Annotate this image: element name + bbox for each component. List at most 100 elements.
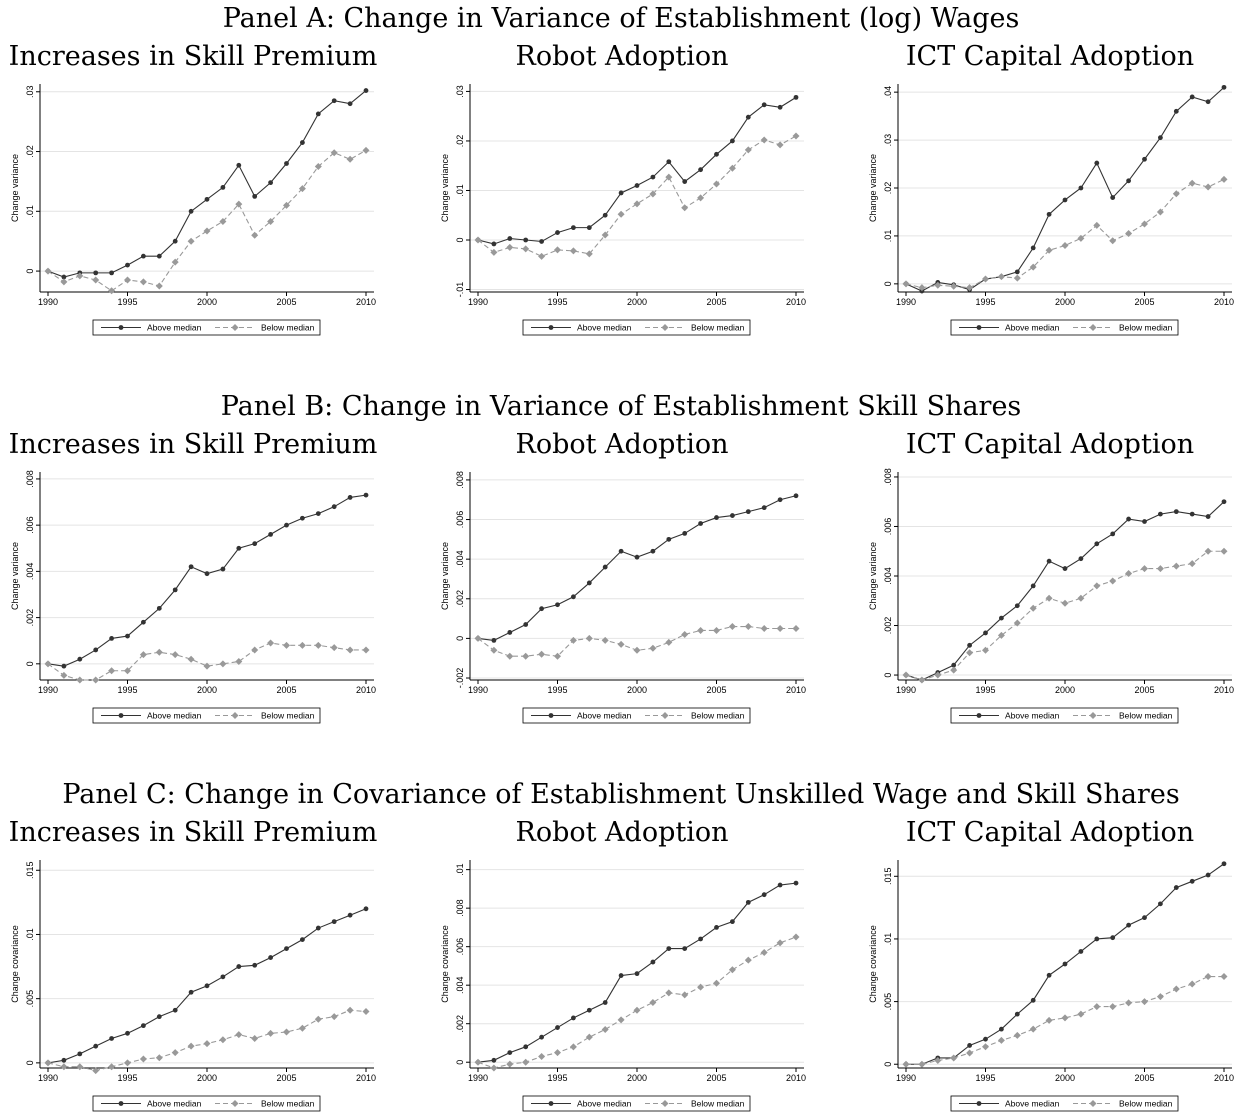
marker — [76, 272, 84, 280]
marker — [283, 1028, 290, 1036]
chart-title: Increases in Skill Premium — [9, 41, 378, 72]
marker — [1142, 156, 1147, 162]
legend-marker — [661, 1100, 669, 1107]
marker — [346, 155, 354, 163]
marker — [203, 227, 211, 235]
x-tick-label: 2010 — [356, 685, 376, 695]
legend-marker — [118, 325, 124, 330]
marker — [983, 1036, 988, 1042]
series-line — [47, 149, 367, 292]
y-tick-label: 0 — [25, 1060, 35, 1065]
legend-box — [522, 319, 751, 336]
marker — [108, 1063, 116, 1071]
marker — [618, 548, 624, 554]
y-axis-label: Change covariance — [10, 925, 20, 1003]
x-tick-label: 2000 — [627, 1073, 647, 1083]
legend-box — [950, 707, 1179, 724]
marker — [1110, 531, 1116, 537]
marker — [314, 162, 322, 170]
marker — [617, 210, 625, 218]
legend-marker — [1089, 712, 1097, 719]
marker — [267, 639, 275, 647]
marker — [139, 651, 147, 659]
marker — [650, 174, 656, 180]
marker — [697, 983, 705, 991]
legend-label: Above median — [147, 711, 202, 721]
marker — [761, 892, 767, 898]
y-tick-label: 0 — [455, 1060, 465, 1065]
x-tick-label: 1995 — [117, 685, 137, 695]
y-tick-label: 0 — [455, 237, 465, 242]
marker — [236, 545, 242, 551]
x-tick-label: 1995 — [547, 685, 567, 695]
y-tick-label: .004 — [883, 567, 893, 585]
marker — [745, 114, 751, 120]
marker — [108, 287, 116, 295]
x-tick-label: 2010 — [356, 297, 376, 307]
x-tick-label: 2000 — [1055, 297, 1075, 307]
marker — [1061, 242, 1069, 250]
marker — [44, 267, 52, 275]
y-tick-label: 0 — [25, 661, 35, 666]
marker — [315, 111, 321, 117]
marker — [156, 253, 162, 259]
marker — [950, 282, 958, 290]
marker — [698, 936, 703, 942]
marker — [569, 636, 577, 644]
x-tick-label: 2005 — [276, 685, 296, 695]
marker — [284, 522, 289, 528]
marker — [1109, 237, 1117, 245]
marker — [156, 605, 162, 611]
marker — [92, 276, 100, 284]
panel-title: Panel B: Change in Variance of Establish… — [221, 391, 1022, 422]
y-tick-label: .006 — [25, 516, 35, 534]
marker — [61, 1057, 67, 1063]
marker — [681, 991, 689, 999]
marker — [776, 141, 784, 149]
marker — [490, 248, 498, 256]
legend-label: Below median — [261, 1099, 315, 1109]
marker — [1061, 599, 1069, 607]
y-tick-label: 0 — [883, 673, 893, 678]
marker — [298, 185, 306, 193]
marker — [997, 1036, 1005, 1044]
marker — [666, 159, 672, 165]
marker — [1029, 1025, 1037, 1033]
marker — [188, 989, 194, 995]
marker — [934, 1056, 942, 1064]
marker — [728, 164, 736, 172]
x-tick-label: 1990 — [38, 297, 58, 307]
marker — [793, 493, 799, 499]
marker — [219, 217, 227, 225]
marker — [1205, 872, 1211, 878]
marker — [586, 580, 592, 586]
marker — [171, 1049, 179, 1057]
y-tick-label: .03 — [455, 85, 465, 98]
marker — [539, 606, 544, 612]
marker — [156, 1014, 162, 1020]
y-tick-label: .01 — [883, 230, 893, 243]
legend-box — [92, 319, 321, 336]
legend-box — [950, 319, 1179, 336]
marker — [1188, 560, 1196, 568]
marker — [109, 270, 114, 276]
marker — [331, 919, 337, 925]
marker — [538, 650, 546, 658]
panel-title: Panel C: Change in Covariance of Establi… — [62, 779, 1179, 810]
marker — [1109, 1003, 1117, 1011]
x-tick-label: 1990 — [468, 297, 488, 307]
x-tick-label: 2005 — [276, 1073, 296, 1083]
y-tick-label: .04 — [883, 86, 893, 99]
marker — [1188, 980, 1196, 988]
marker — [362, 1008, 370, 1016]
marker — [618, 973, 624, 978]
marker — [109, 1036, 114, 1041]
x-tick-label: 2005 — [1134, 297, 1154, 307]
marker — [346, 646, 354, 654]
marker — [204, 196, 210, 202]
marker — [187, 655, 195, 663]
marker — [283, 201, 290, 209]
x-tick-label: 2005 — [706, 685, 726, 695]
panel-title: Panel A: Change in Variance of Establish… — [223, 3, 1020, 34]
y-tick-label: 0 — [455, 636, 465, 641]
